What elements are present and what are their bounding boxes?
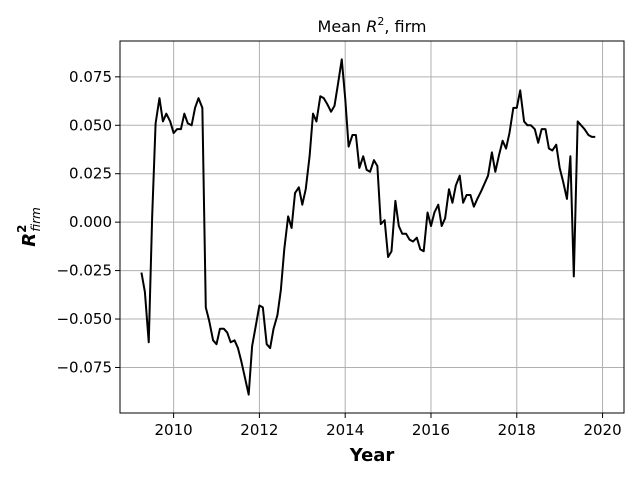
x-tick-label: 2014 bbox=[326, 421, 364, 439]
ylabel-subscript: firm bbox=[29, 207, 43, 231]
series-line-0 bbox=[140, 58, 596, 396]
svg-text:R2firm: R2firm bbox=[15, 207, 43, 247]
y-axis-label: R2firm bbox=[15, 207, 43, 247]
title-prefix: Mean bbox=[318, 17, 367, 36]
y-tick-label: 0.075 bbox=[69, 68, 112, 86]
x-tick-label: 2016 bbox=[412, 421, 450, 439]
series-layer bbox=[140, 58, 596, 396]
y-tick-label: −0.075 bbox=[56, 358, 112, 376]
ylabel-superscript: 2 bbox=[15, 225, 29, 233]
axes-frame bbox=[119, 40, 625, 414]
title-suffix: , firm bbox=[384, 17, 426, 36]
x-tick-label: 2020 bbox=[583, 421, 621, 439]
y-tick-label: −0.025 bbox=[56, 262, 112, 280]
y-tick-label: 0.000 bbox=[69, 213, 112, 231]
x-tick-label: 2010 bbox=[155, 421, 193, 439]
title-superscript: 2 bbox=[377, 15, 384, 28]
grid-lines bbox=[120, 41, 624, 413]
y-tick-label: 0.025 bbox=[69, 165, 112, 183]
x-axis-ticks: 2010 2012 2014 2016 2018 2020 bbox=[155, 413, 622, 439]
x-tick-label: 2018 bbox=[498, 421, 536, 439]
y-tick-label: 0.050 bbox=[69, 116, 112, 134]
y-axis-ticks: 0.075 0.050 0.025 0.000 −0.025 −0.050 −0.075 bbox=[56, 68, 120, 376]
y-tick-label: −0.050 bbox=[56, 310, 112, 328]
title-symbol: R bbox=[366, 17, 377, 36]
chart-title: Mean R2, firm bbox=[318, 15, 427, 36]
ylabel-symbol: R bbox=[19, 233, 40, 247]
x-axis-label: Year bbox=[349, 445, 395, 466]
x-tick-label: 2012 bbox=[240, 421, 278, 439]
